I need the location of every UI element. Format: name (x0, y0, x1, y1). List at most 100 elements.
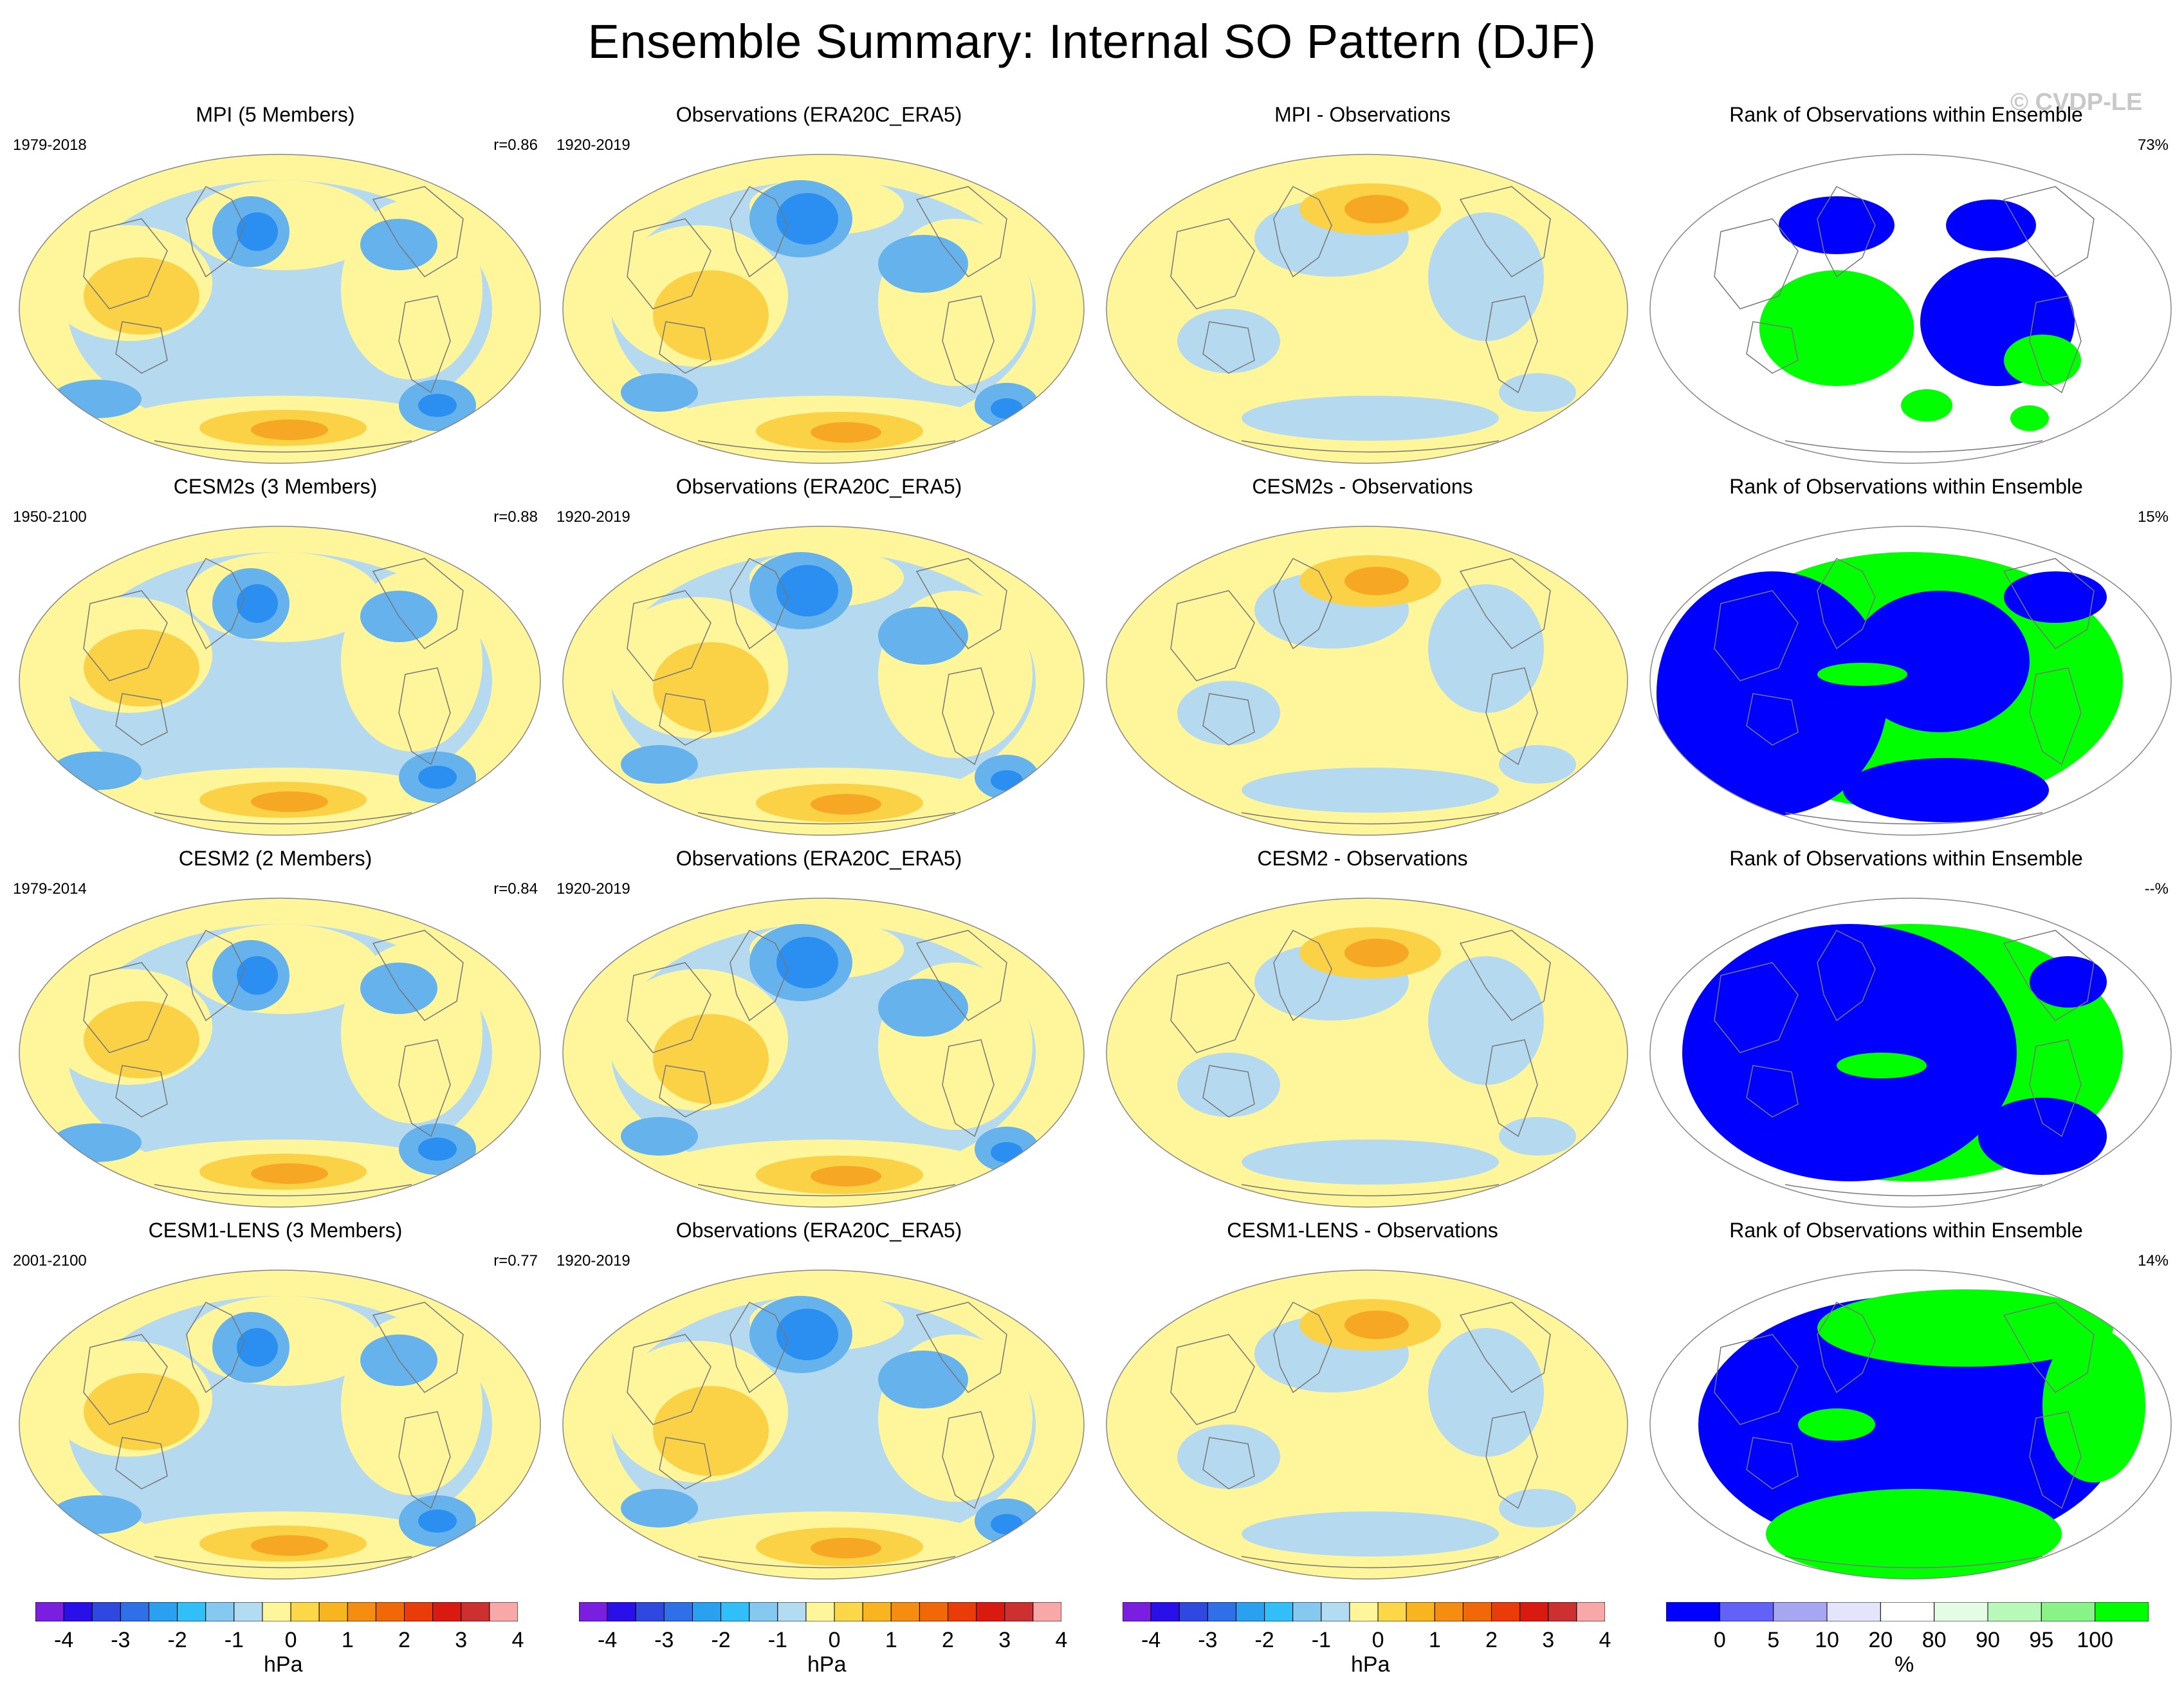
colorbar-swatch (1179, 1602, 1208, 1621)
rank-map (1649, 526, 2172, 836)
colorbar-swatch (1349, 1602, 1379, 1621)
colorbar-tick: 95 (2029, 1628, 2054, 1652)
rank-percent: 14% (2137, 1252, 2169, 1269)
panel-title: CESM1-LENS (3 Members) (148, 1219, 403, 1242)
colorbar-tick: -2 (167, 1628, 187, 1652)
colorbar-swatch (579, 1602, 608, 1621)
colorbar-tick: 0 (1372, 1628, 1384, 1652)
rank-percent: 73% (2137, 136, 2169, 154)
colorbar-tick: 4 (1599, 1628, 1611, 1652)
pattern-correlation: r=0.88 (493, 508, 538, 526)
panel-period: 2001-2100 (13, 1252, 87, 1269)
panel-diff-row2: CESM2s - Observations (1094, 475, 1631, 836)
slp-pattern-map (562, 154, 1085, 464)
slp-pattern-map (1106, 526, 1628, 836)
colorbar-tick: 100 (2077, 1628, 2114, 1652)
colorbar-tick: 4 (1055, 1628, 1068, 1652)
panel-title: Rank of Observations within Ensemble (1729, 103, 2083, 126)
panel-period: 1920-2019 (556, 508, 630, 526)
panel-obs-row1: Observations (ERA20C_ERA5) 1920-2019 (550, 103, 1088, 464)
colorbar-swatch (1321, 1602, 1350, 1621)
colorbar-tick: 0 (1713, 1628, 1726, 1652)
colorbar-swatch (1150, 1602, 1180, 1621)
colorbar-swatch (1548, 1602, 1577, 1621)
rank-map (1649, 1269, 2172, 1580)
panel-title: Rank of Observations within Ensemble (1729, 1219, 2083, 1242)
colorbar-swatch (1880, 1602, 1935, 1621)
colorbar-swatch (834, 1602, 863, 1621)
colorbar-tick: -1 (767, 1628, 787, 1652)
slp-pattern-map (19, 898, 541, 1208)
panel-obs-row2: Observations (ERA20C_ERA5) 1920-2019 (550, 475, 1088, 836)
colorbar-tick: 4 (511, 1628, 524, 1652)
colorbar-swatch (1406, 1602, 1435, 1621)
colorbar-swatch (347, 1602, 376, 1621)
panel-obs-row4: Observations (ERA20C_ERA5) 1920-2019 (550, 1219, 1088, 1580)
rank-percent: 15% (2137, 508, 2169, 526)
colorbar-swatch (1004, 1602, 1034, 1621)
colorbar-swatch (749, 1602, 778, 1621)
panel-obs-row3: Observations (ERA20C_ERA5) 1920-2019 (550, 847, 1088, 1208)
colorbar-tick: 5 (1767, 1628, 1780, 1652)
colorbar-swatch (1235, 1602, 1265, 1621)
panel-model-row3: CESM2 (2 Members) 1979-2014 r=0.84 (6, 847, 544, 1208)
panel-title: CESM2s (3 Members) (173, 475, 378, 498)
panel-title: CESM1-LENS - Observations (1227, 1219, 1498, 1242)
rank-percent: --% (2144, 880, 2169, 898)
colorbar-swatch (1519, 1602, 1549, 1621)
slp-pattern-map (19, 154, 541, 464)
pattern-correlation: r=0.77 (493, 1252, 538, 1269)
colorbar-tick: 1 (885, 1628, 897, 1652)
colorbar-tick: 20 (1868, 1628, 1893, 1652)
colorbar-tick: -3 (654, 1628, 674, 1652)
pattern-correlation: r=0.84 (493, 880, 538, 898)
colorbar-swatch (692, 1602, 722, 1621)
colorbar-swatch (1292, 1602, 1322, 1621)
colorbar-tick: 1 (341, 1628, 354, 1652)
panel-period: 1979-2014 (13, 880, 87, 898)
colorbar-tick: -3 (1198, 1628, 1218, 1652)
colorbar-tick: 0 (828, 1628, 841, 1652)
colorbar-swatch (1491, 1602, 1521, 1621)
panel-model-row2: CESM2s (3 Members) 1950-2100 r=0.88 (6, 475, 544, 836)
colorbar-swatch (1032, 1602, 1061, 1621)
watermark: © CVDP-LE (2010, 89, 2143, 116)
pattern-correlation: r=0.86 (493, 136, 538, 154)
colorbar-swatch (1123, 1602, 1152, 1621)
colorbar-swatch (1462, 1602, 1492, 1621)
colorbar-swatch (205, 1602, 235, 1621)
panel-period: 1950-2100 (13, 508, 87, 526)
colorbar-tick: 3 (998, 1628, 1011, 1652)
colorbar-swatch (1934, 1602, 1988, 1621)
colorbar-tick: -2 (1254, 1628, 1274, 1652)
colorbar-swatch (318, 1602, 348, 1621)
slp-pattern-map (562, 898, 1085, 1208)
colorbar-tick: -2 (711, 1628, 731, 1652)
colorbar-swatch (1773, 1602, 1828, 1621)
colorbar-tick: 1 (1428, 1628, 1441, 1652)
colorbar-swatch (919, 1602, 949, 1621)
panel-title: Observations (ERA20C_ERA5) (675, 847, 962, 870)
slp-pattern-map (1106, 898, 1628, 1208)
slp-pattern-map (562, 526, 1085, 836)
rank-map (1649, 154, 2172, 464)
colorbar-tick: -3 (111, 1628, 131, 1652)
colorbar-swatch (177, 1602, 206, 1621)
panel-title: CESM2 - Observations (1257, 847, 1468, 870)
colorbar-swatch (404, 1602, 434, 1621)
colorbar-swatch (91, 1602, 121, 1621)
colorbar-swatch (489, 1602, 518, 1621)
colorbar-unit: hPa (807, 1652, 847, 1677)
colorbar-unit: % (1895, 1652, 1914, 1677)
colorbar-swatch (1719, 1602, 1774, 1621)
colorbar-swatch (805, 1602, 835, 1621)
colorbar-swatch (461, 1602, 490, 1621)
colorbar-unit: hPa (264, 1652, 303, 1677)
panel-title: Observations (ERA20C_ERA5) (675, 103, 962, 126)
colorbar-tick: -4 (597, 1628, 618, 1652)
colorbar-tick: 3 (455, 1628, 468, 1652)
colorbar-swatch (607, 1602, 636, 1621)
hpa-colorbar: -4 -3 -2 -1 0 1 2 3 4 hPa (579, 1602, 1067, 1679)
colorbar-swatch (1987, 1602, 2042, 1621)
colorbar-swatch (862, 1602, 892, 1621)
